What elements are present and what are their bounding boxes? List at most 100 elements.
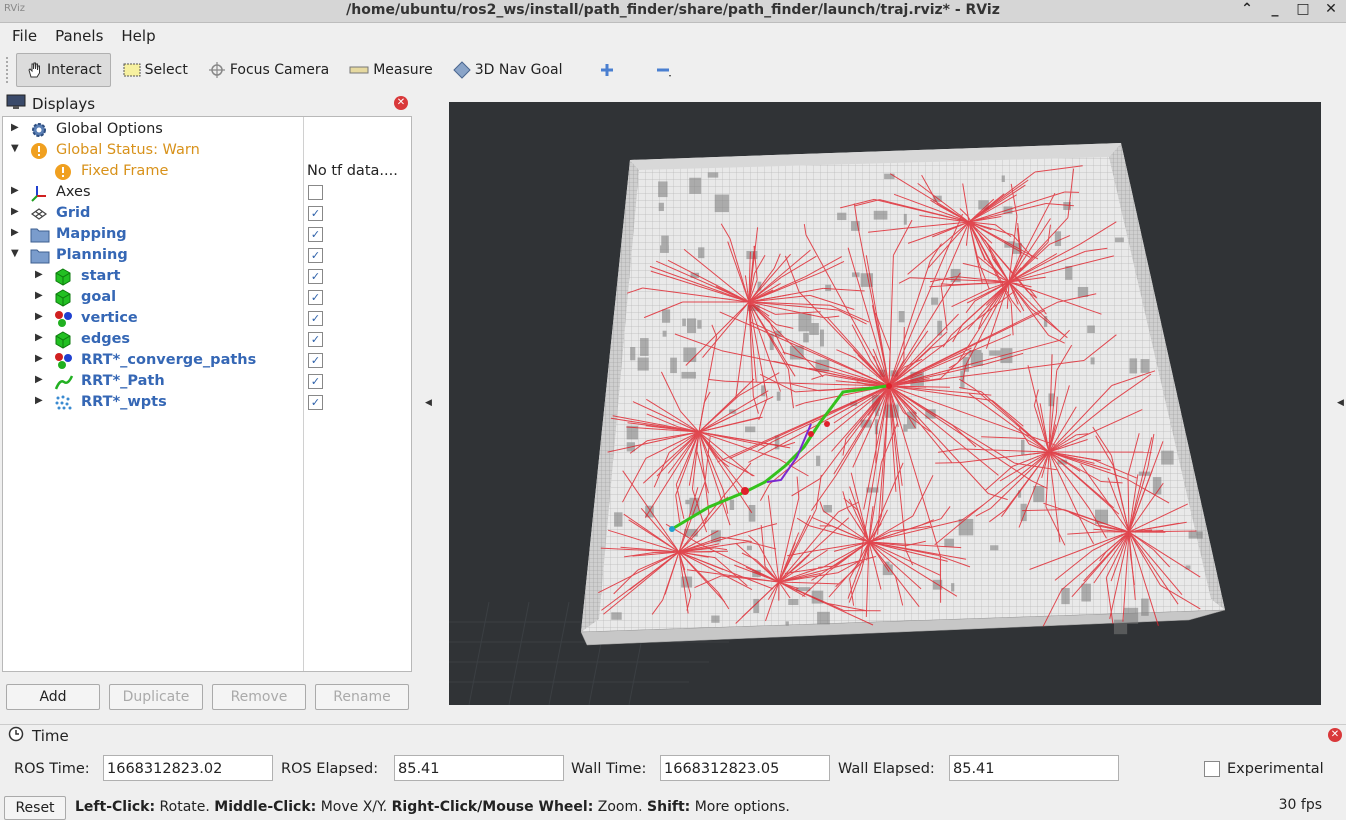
tree-item-global-status[interactable]: ▼ Global Status: Warn (3, 140, 411, 161)
rrt-edge (747, 541, 777, 550)
obstacle-patch (860, 419, 872, 428)
rrt-edge (837, 309, 867, 325)
experimental-checkbox[interactable] (1204, 761, 1220, 777)
expand-arrow-icon[interactable]: ▶ (35, 395, 43, 406)
duplicate-display-button[interactable]: Duplicate (109, 684, 203, 710)
rrt-wpts-checkbox[interactable]: ✓ (308, 395, 323, 410)
measure-tool-button[interactable]: Measure (341, 54, 441, 86)
tree-item-grid[interactable]: ▶ Grid ✓ (3, 203, 411, 224)
rrt-edge (1128, 437, 1153, 533)
interact-tool-button[interactable]: Interact (16, 53, 111, 87)
expand-arrow-icon[interactable]: ▶ (35, 311, 43, 322)
rrt-edge (748, 301, 776, 315)
ros-time-field[interactable]: 1668312823.02 (103, 755, 273, 781)
obstacle-patch (903, 424, 908, 432)
tree-item-rrt-path[interactable]: ▶ RRT*_Path ✓ (3, 371, 411, 392)
expand-arrow-icon[interactable]: ▶ (11, 206, 19, 217)
remove-display-button[interactable]: Remove (212, 684, 306, 710)
tree-item-axes[interactable]: ▶ Axes (3, 182, 411, 203)
rrt-edge (1048, 406, 1077, 453)
rrt-edge (622, 458, 647, 503)
nav-goal-tool-button[interactable]: 3D Nav Goal (445, 54, 571, 86)
restore-icon[interactable]: □ (1296, 1, 1310, 17)
expand-arrow-icon[interactable]: ▶ (35, 353, 43, 364)
rrt-edge (1008, 243, 1081, 283)
collapse-arrow-icon[interactable]: ▼ (11, 143, 19, 154)
grid-checkbox[interactable]: ✓ (308, 206, 323, 221)
obstacle-patch (1129, 358, 1138, 374)
reset-button[interactable]: Reset (4, 796, 66, 820)
tree-item-start[interactable]: ▶ start ✓ (3, 266, 411, 287)
menu-file[interactable]: File (12, 27, 38, 45)
displays-tree: ▶ Global Options ▼ Global Status: Warn F… (2, 116, 412, 672)
tree-item-rrt-wpts[interactable]: ▶ RRT*_wpts ✓ (3, 392, 411, 413)
vertice-checkbox[interactable]: ✓ (308, 311, 323, 326)
obstacle-patch (681, 371, 696, 379)
wall-elapsed-field[interactable]: 85.41 (949, 755, 1119, 781)
obstacle-patch (711, 530, 721, 543)
tree-item-edges[interactable]: ▶ edges ✓ (3, 329, 411, 350)
rrt-edge (704, 435, 711, 482)
toolbar-grip[interactable] (6, 57, 12, 83)
close-icon[interactable]: ✕ (1325, 1, 1337, 17)
tree-item-goal[interactable]: ▶ goal ✓ (3, 287, 411, 308)
rrt-edge (889, 173, 970, 223)
planning-checkbox[interactable]: ✓ (308, 248, 323, 263)
expand-arrow-icon[interactable]: ▶ (11, 185, 19, 196)
obstacle-patch (798, 313, 812, 332)
goal-checkbox[interactable]: ✓ (308, 290, 323, 305)
rrt-edge (868, 541, 920, 608)
expand-arrow-icon[interactable]: ▶ (35, 374, 43, 385)
tree-item-vertice[interactable]: ▶ vertice ✓ (3, 308, 411, 329)
collapse-arrow-icon[interactable]: ▼ (11, 248, 19, 259)
select-tool-button[interactable]: Select (115, 54, 196, 86)
edges-checkbox[interactable]: ✓ (308, 332, 323, 347)
remove-tool-button[interactable] (647, 54, 681, 86)
maximize-up-icon[interactable]: ⌃ (1241, 1, 1253, 17)
rrt-edge (651, 599, 664, 615)
obstacle-patch (1161, 450, 1174, 465)
rrt-edge (961, 504, 984, 521)
render-viewport[interactable] (449, 102, 1321, 705)
expand-arrow-icon[interactable]: ▶ (11, 122, 19, 133)
obstacle-patch (811, 590, 824, 604)
collapse-left-arrow-icon[interactable]: ◀ (425, 398, 432, 408)
close-displays-icon[interactable]: ✕ (394, 96, 408, 110)
start-checkbox[interactable]: ✓ (308, 269, 323, 284)
focus-camera-tool-button[interactable]: Focus Camera (200, 54, 337, 86)
close-time-icon[interactable]: ✕ (1328, 728, 1342, 742)
expand-arrow-icon[interactable]: ▶ (35, 290, 43, 301)
rrt-edge (1008, 281, 1045, 317)
nav-goal-label: 3D Nav Goal (474, 62, 563, 78)
expand-arrow-icon[interactable]: ▶ (11, 227, 19, 238)
minus-icon (655, 62, 673, 78)
rrt-edge (874, 198, 970, 223)
rrt-edge (1076, 433, 1089, 436)
rrt-path-checkbox[interactable]: ✓ (308, 374, 323, 389)
rrt-edge (888, 313, 959, 387)
tree-item-mapping[interactable]: ▶ Mapping ✓ (3, 224, 411, 245)
expand-arrow-icon[interactable]: ▶ (35, 269, 43, 280)
wall-time-field[interactable]: 1668312823.05 (660, 755, 830, 781)
menu-help[interactable]: Help (121, 27, 156, 45)
expand-arrow-icon[interactable]: ▶ (35, 332, 43, 343)
tree-item-fixed-frame[interactable]: Fixed Frame No tf data.... (3, 161, 411, 182)
rrt-edge (784, 255, 800, 293)
menu-panels[interactable]: Panels (55, 27, 104, 45)
tree-item-global-options[interactable]: ▶ Global Options (3, 119, 411, 140)
obstacle-patch (1081, 583, 1091, 602)
rrt-edge (769, 321, 786, 355)
obstacle-patch (774, 435, 780, 450)
mapping-checkbox[interactable]: ✓ (308, 227, 323, 242)
add-tool-button[interactable] (591, 54, 623, 86)
add-display-button[interactable]: Add (6, 684, 100, 710)
ros-elapsed-field[interactable]: 85.41 (394, 755, 564, 781)
tree-item-planning[interactable]: ▼ Planning ✓ (3, 245, 411, 266)
rename-display-button[interactable]: Rename (315, 684, 409, 710)
tree-item-rrt-converge-paths[interactable]: ▶ RRT*_converge_paths ✓ (3, 350, 411, 371)
axes-checkbox[interactable] (308, 185, 323, 200)
minimize-icon[interactable]: _ (1271, 1, 1279, 17)
converge-paths-checkbox[interactable]: ✓ (308, 353, 323, 368)
collapse-right-arrow-icon[interactable]: ◀ (1337, 398, 1344, 408)
rrt-edge (940, 221, 970, 287)
